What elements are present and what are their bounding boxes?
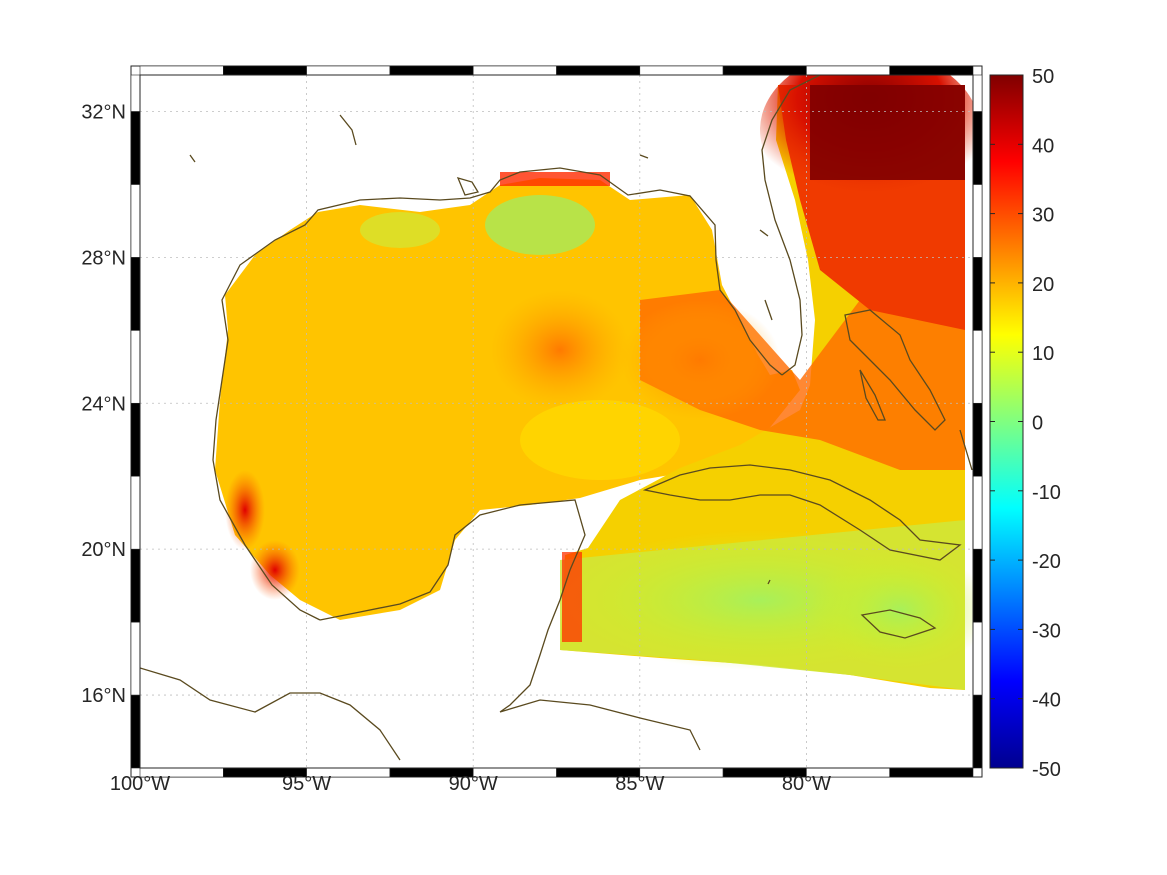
- colorbar-tick-label: 0: [1032, 413, 1043, 435]
- colorbar-tick-label: 10: [1032, 343, 1054, 365]
- islands-coastline: [189, 114, 773, 585]
- colorbar-tick-label: -10: [1032, 482, 1061, 504]
- frame-segment-top: [639, 65, 724, 76]
- colorbar-tick-label: -50: [1032, 759, 1061, 781]
- frame-segment-left: [130, 330, 141, 404]
- frame-segment-top: [472, 65, 557, 76]
- colorbar-axis: 50 40 30 20 10 0 -10 -20 -30 -40 -50: [990, 66, 1061, 781]
- florida-coastline: [761, 75, 821, 376]
- frame-segment-right: [972, 621, 983, 696]
- longitude-axis: 100°W 95°W 90°W 85°W 80°W: [110, 773, 831, 795]
- colorbar-tick-label: 30: [1032, 205, 1054, 227]
- hispaniola-coastline: [959, 429, 973, 471]
- frame-segment-left: [130, 548, 141, 623]
- lat-tick-label: 24°N: [81, 393, 126, 415]
- colorbar-tick-label: -40: [1032, 690, 1061, 712]
- frame-segment-top: [556, 65, 641, 76]
- latitude-axis: 32°N 28°N 24°N 20°N 16°N: [81, 101, 126, 707]
- frame-segment-left: [130, 402, 141, 477]
- frame-segment-left: [130, 475, 141, 550]
- bahamas-coastline: [844, 309, 946, 431]
- colorbar-tick-label: -30: [1032, 620, 1061, 642]
- frame-segment-top: [389, 65, 474, 76]
- frame-segment-left: [130, 184, 141, 258]
- frame-segment-left: [130, 621, 141, 696]
- frame-segment-right: [972, 694, 983, 769]
- yucatan-coastline: [319, 499, 701, 751]
- frame-segment-right: [972, 330, 983, 404]
- colorbar-tick-label: 50: [1032, 66, 1054, 88]
- colorbar-tick-label: 40: [1032, 135, 1054, 157]
- gulf-of-mexico-field: [215, 178, 800, 620]
- frame-segment-top: [806, 65, 891, 76]
- frame-segment-left: [130, 257, 141, 331]
- lon-tick-label: 95°W: [282, 773, 331, 795]
- frame-segment-bottom: [889, 767, 974, 778]
- frame-segment-right: [972, 184, 983, 258]
- colorbar-tick-label: -20: [1032, 551, 1061, 573]
- lat-tick-label: 20°N: [81, 539, 126, 561]
- frame-segment-top: [139, 65, 224, 76]
- lat-tick-label: 28°N: [81, 247, 126, 269]
- map-frame: [130, 65, 983, 778]
- frame-segment-right: [972, 74, 983, 112]
- frame-segment-top: [722, 65, 807, 76]
- frame-segment-top: [223, 65, 307, 76]
- lon-tick-label: 90°W: [449, 773, 498, 795]
- colorbar: [989, 74, 1024, 769]
- frame-segment-top: [889, 65, 974, 76]
- jamaica-coastline: [860, 609, 937, 639]
- frame-segment-left: [130, 74, 141, 112]
- frame-segment-left: [130, 694, 141, 769]
- lon-tick-label: 100°W: [110, 773, 170, 795]
- lon-tick-label: 80°W: [782, 773, 831, 795]
- frame-segment-left: [130, 111, 141, 185]
- coastlines: [140, 75, 973, 761]
- lat-tick-label: 32°N: [81, 101, 126, 123]
- frame-segment-right: [972, 111, 983, 185]
- frame-segment-top: [306, 65, 391, 76]
- lat-tick-label: 16°N: [81, 685, 126, 707]
- frame-segment-right: [972, 475, 983, 550]
- gulf-coastline: [140, 167, 783, 761]
- frame-segment-right: [972, 257, 983, 331]
- frame-segment-right: [972, 402, 983, 477]
- frame-segment-right: [972, 548, 983, 623]
- cuba-coastline: [642, 464, 962, 561]
- frame-inner: [139, 74, 974, 769]
- colorbar-tick-label: 20: [1032, 274, 1054, 296]
- lon-tick-label: 85°W: [615, 773, 664, 795]
